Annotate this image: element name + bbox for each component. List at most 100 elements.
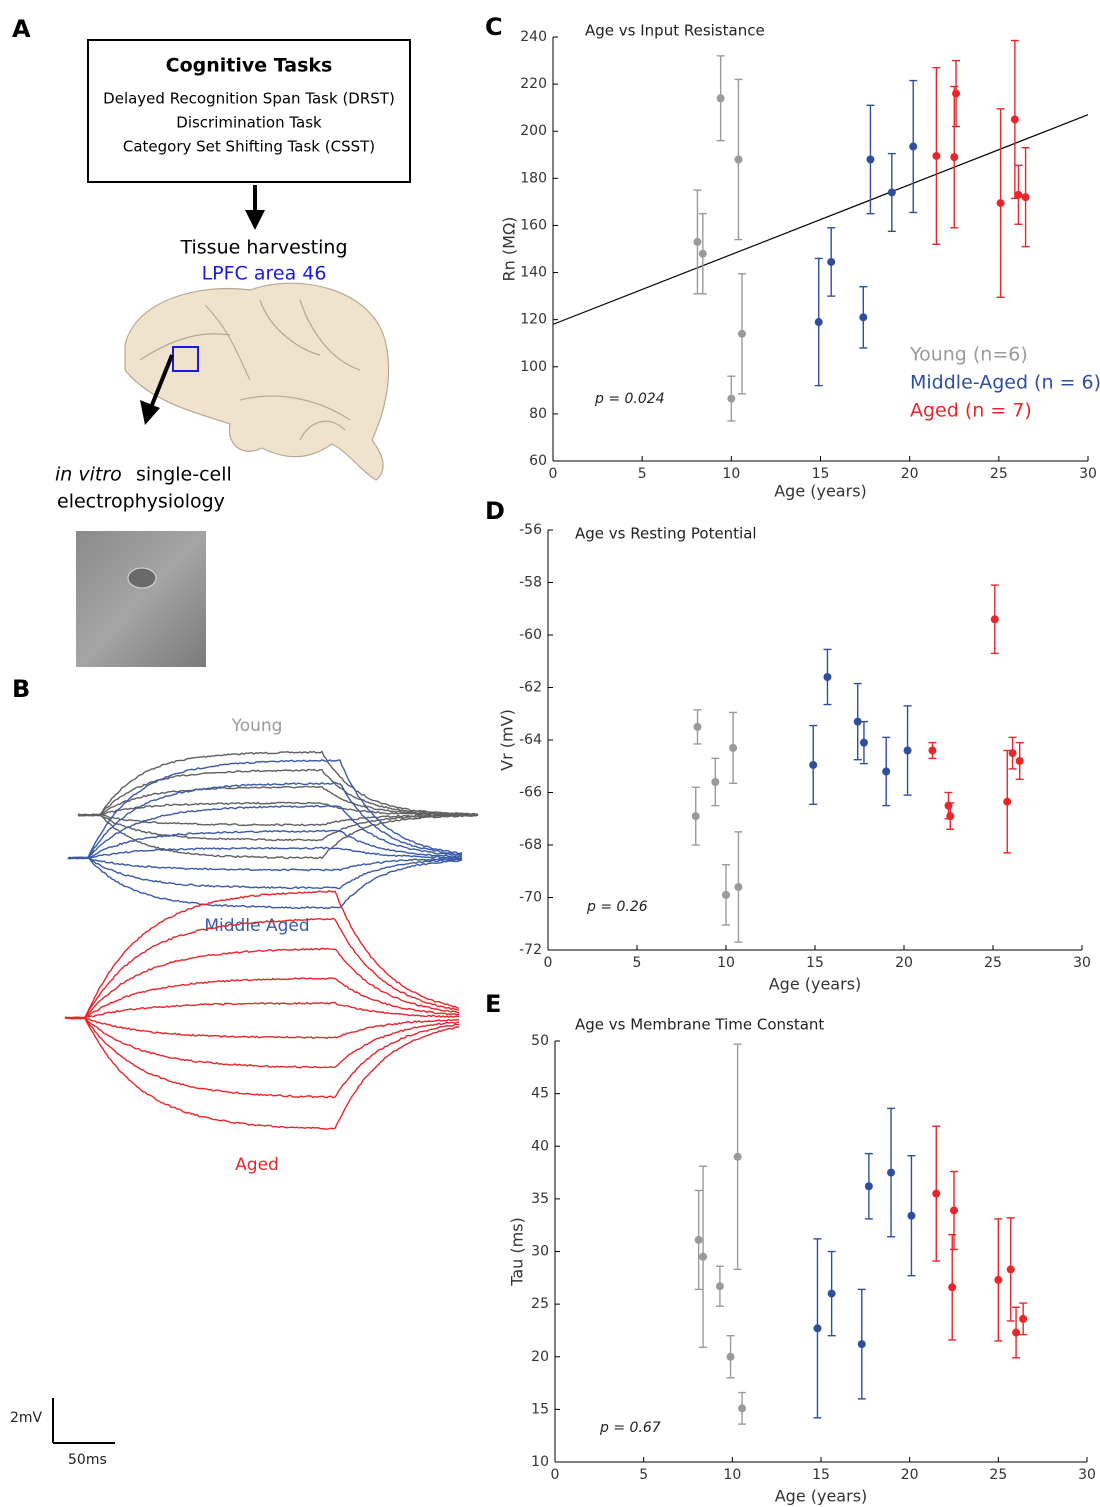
- x-tick-label: 30: [1073, 955, 1091, 971]
- y-tick-label: 140: [520, 265, 547, 281]
- trace: [67, 856, 463, 890]
- trace-label: Aged: [235, 1155, 279, 1175]
- fit-line: [552, 114, 1089, 325]
- trace: [77, 750, 479, 817]
- micrograph-cell: [127, 567, 157, 589]
- x-tick-label: 25: [990, 466, 1008, 482]
- point: [1021, 193, 1030, 202]
- x-tick-label: 10: [722, 466, 740, 482]
- point: [823, 673, 832, 681]
- y-tick-label: 120: [520, 312, 547, 328]
- point: [1006, 1265, 1015, 1274]
- point: [809, 760, 818, 769]
- y-tick-label: -72: [519, 942, 542, 958]
- trace: [67, 856, 463, 910]
- chart-title: Age vs Membrane Time Constant: [575, 1016, 824, 1034]
- point: [1010, 115, 1019, 124]
- y-tick-label: 80: [529, 406, 547, 422]
- x-tick-label: 15: [812, 466, 830, 482]
- point: [990, 615, 999, 624]
- method-label: single-cell: [136, 464, 232, 486]
- x-axis-label: Age (years): [774, 482, 867, 501]
- point: [887, 188, 896, 197]
- x-tick-label: 10: [717, 955, 735, 971]
- panel-letter: A: [12, 15, 31, 43]
- chart-title: Age vs Input Resistance: [585, 22, 765, 40]
- point: [729, 743, 738, 752]
- scale-label: 2mV: [10, 1410, 43, 1426]
- x-tick-label: 30: [1079, 466, 1097, 482]
- trace: [77, 813, 479, 842]
- y-tick-label: 50: [531, 1033, 549, 1049]
- y-tick-label: 10: [531, 1454, 549, 1470]
- point: [827, 257, 836, 266]
- method-label: electrophysiology: [57, 491, 225, 513]
- panel-letter: D: [485, 497, 505, 525]
- x-tick-label: 5: [639, 1467, 648, 1483]
- trace: [77, 801, 479, 817]
- brain-gyri: [139, 299, 361, 441]
- point: [814, 318, 823, 327]
- point: [711, 778, 720, 786]
- point: [722, 890, 730, 899]
- point: [715, 1282, 724, 1291]
- y-axis-label: Vr (mV): [498, 709, 517, 771]
- point: [866, 155, 875, 164]
- point: [932, 1189, 941, 1198]
- x-tick-label: 20: [901, 466, 919, 482]
- trace: [64, 890, 460, 1020]
- point: [738, 329, 747, 338]
- x-tick-label: 25: [989, 1467, 1007, 1483]
- point: [827, 1289, 836, 1298]
- box-title: Cognitive Tasks: [166, 55, 333, 77]
- x-tick-label: 15: [812, 1467, 830, 1483]
- x-tick-label: 5: [633, 955, 642, 971]
- chart-title: Age vs Resting Potential: [575, 525, 757, 543]
- y-tick-label: 60: [529, 453, 547, 469]
- panel-letter: B: [12, 675, 30, 703]
- point: [691, 812, 700, 821]
- point: [859, 313, 868, 322]
- point: [887, 1168, 896, 1177]
- trace: [64, 1016, 460, 1099]
- x-tick-label: 30: [1078, 1467, 1096, 1483]
- point: [738, 1404, 747, 1413]
- y-tick-label: -66: [519, 785, 542, 801]
- trace: [67, 804, 463, 860]
- panel-letter: C: [485, 13, 503, 41]
- point: [813, 1324, 822, 1333]
- point: [946, 812, 955, 821]
- legend-entry: Aged (n = 7): [910, 400, 1032, 422]
- point: [699, 1252, 708, 1261]
- point: [864, 1182, 873, 1191]
- y-tick-label: 45: [531, 1086, 549, 1102]
- point: [857, 1340, 866, 1349]
- arrow-head: [245, 210, 265, 230]
- p-value: p = 0.67: [599, 1420, 661, 1436]
- point: [994, 1275, 1003, 1284]
- point: [716, 94, 725, 103]
- legend-entry: Middle-Aged (n = 6): [910, 372, 1100, 394]
- point: [1008, 749, 1017, 758]
- trace: [64, 1001, 459, 1020]
- brain: [124, 282, 390, 481]
- y-tick-label: 40: [531, 1138, 549, 1154]
- point: [882, 767, 891, 776]
- task-line: Discrimination Task: [176, 114, 322, 132]
- legend-entry: Young (n=6): [909, 344, 1028, 366]
- y-tick-label: 200: [520, 123, 547, 139]
- arrow-head: [140, 400, 160, 425]
- point: [1014, 190, 1023, 199]
- y-tick-label: -64: [519, 732, 542, 748]
- trace-label: Young: [231, 716, 283, 736]
- x-tick-label: 0: [549, 466, 558, 482]
- y-tick-label: 240: [520, 29, 547, 45]
- x-axis-label: Age (years): [775, 1487, 868, 1506]
- y-tick-label: -56: [519, 522, 542, 538]
- x-tick-label: 0: [551, 1467, 560, 1483]
- point: [853, 717, 862, 726]
- trace: [67, 759, 463, 860]
- panel-letter: E: [485, 990, 501, 1018]
